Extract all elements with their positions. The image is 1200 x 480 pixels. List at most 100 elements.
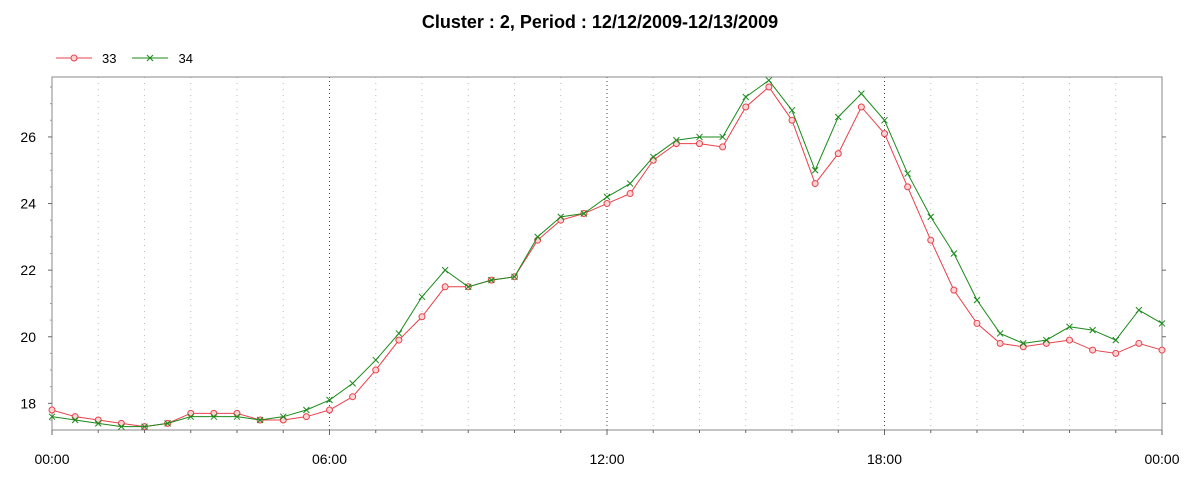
data-point-33: [349, 393, 357, 401]
legend-item-33: 33: [54, 51, 116, 66]
legend: 33 34: [54, 48, 207, 68]
data-point-34: [418, 293, 426, 301]
legend-item-34: 34: [130, 50, 193, 66]
y-tick-label: 18: [20, 395, 36, 411]
data-point-34: [372, 356, 380, 364]
data-point-33: [326, 406, 333, 414]
data-point-34: [441, 266, 449, 274]
data-point-34: [141, 423, 148, 431]
x-tick-label: 06:00: [312, 451, 347, 467]
data-point-34: [788, 106, 796, 114]
data-point-33: [1042, 339, 1050, 347]
chart-title: Cluster : 2, Period : 12/12/2009-12/13/2…: [421, 12, 779, 32]
data-point-34: [48, 413, 56, 421]
data-point-34: [742, 93, 750, 101]
data-point-33: [834, 150, 842, 158]
data-point-34: [950, 250, 958, 257]
y-tick-label: 26: [20, 129, 36, 145]
x-tick-label: 00:00: [34, 451, 69, 467]
data-point-33: [1135, 339, 1143, 347]
data-point-33: [765, 83, 773, 91]
data-point-34: [511, 273, 518, 281]
x-tick-label: 00:00: [1144, 451, 1179, 467]
data-point-34: [881, 116, 888, 124]
y-tick-label: 20: [20, 329, 36, 345]
data-point-34: [673, 136, 680, 144]
data-point-34: [1112, 336, 1120, 344]
data-point-33: [94, 416, 102, 424]
y-tick-label: 22: [20, 262, 36, 278]
data-point-33: [210, 409, 218, 417]
legend-swatch-34: [132, 54, 169, 62]
data-point-34: [580, 210, 588, 217]
data-point-33: [372, 366, 380, 374]
data-point-34: [811, 166, 819, 174]
data-point-33: [1089, 346, 1097, 354]
x-tick-label: 12:00: [589, 451, 624, 467]
data-point-33: [233, 409, 241, 417]
data-point-34: [557, 213, 565, 221]
data-point-33: [1158, 346, 1166, 354]
data-point-33: [904, 183, 912, 191]
data-point-33: [603, 200, 611, 208]
data-point-34: [534, 233, 541, 241]
data-point-34: [719, 133, 726, 141]
data-point-33: [719, 143, 727, 151]
data-point-34: [1158, 320, 1166, 327]
data-point-34: [303, 406, 310, 414]
data-point-33: [1112, 349, 1120, 357]
data-point-34: [904, 170, 911, 177]
data-point-34: [118, 423, 125, 431]
data-point-34: [233, 413, 241, 421]
data-point-33: [279, 416, 287, 424]
data-point-34: [210, 413, 218, 421]
data-point-34: [488, 276, 495, 284]
data-point-33: [441, 283, 449, 291]
data-point-33: [857, 103, 865, 111]
data-point-34: [996, 330, 1004, 337]
data-point-33: [950, 286, 958, 294]
data-point-34: [1089, 326, 1096, 334]
data-point-33: [71, 413, 79, 421]
data-point-34: [1135, 306, 1143, 314]
data-point-33: [973, 319, 981, 327]
data-point-33: [788, 116, 796, 124]
legend-swatch-33: [56, 54, 92, 62]
data-point-34: [973, 296, 981, 304]
data-point-34: [649, 153, 657, 161]
data-point-33: [881, 130, 888, 138]
data-point-34: [164, 419, 171, 427]
data-point-34: [279, 413, 287, 421]
legend-label-34: 34: [178, 50, 193, 66]
data-point-34: [765, 76, 773, 84]
data-point-33: [696, 140, 703, 148]
data-point-33: [117, 419, 125, 427]
data-point-34: [927, 213, 935, 221]
data-point-34: [256, 416, 264, 424]
data-point-34: [187, 413, 195, 421]
data-point-34: [603, 193, 611, 201]
data-point-33: [742, 103, 750, 111]
data-point-34: [1066, 323, 1073, 331]
data-point-34: [94, 419, 102, 427]
data-point-34: [464, 283, 472, 291]
data-point-33: [302, 413, 310, 421]
x-tick-label: 18:00: [867, 451, 902, 467]
data-point-34: [834, 113, 842, 121]
data-point-33: [418, 313, 426, 321]
legend-label-33: 33: [102, 50, 117, 66]
data-point-34: [326, 396, 333, 404]
data-point-33: [395, 336, 403, 344]
data-point-33: [811, 180, 819, 188]
data-point-34: [349, 380, 356, 387]
data-point-34: [858, 90, 865, 98]
data-point-34: [696, 133, 703, 141]
data-point-33: [927, 236, 935, 244]
data-point-34: [1043, 336, 1050, 344]
data-point-34: [1019, 340, 1027, 347]
data-point-34: [626, 180, 634, 187]
data-point-33: [1066, 336, 1073, 344]
data-point-34: [395, 330, 403, 337]
data-point-33: [1019, 343, 1027, 351]
